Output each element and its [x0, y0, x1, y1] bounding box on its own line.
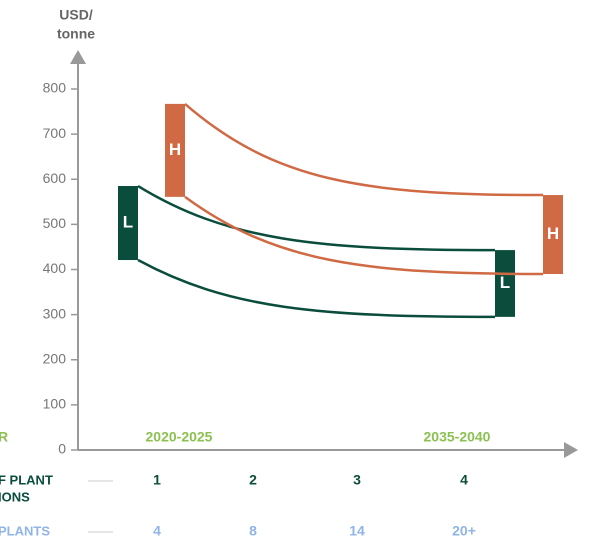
period-label: 2020-2025	[146, 429, 213, 445]
range-bar-label: L	[123, 213, 133, 232]
y-axis-label: tonne	[57, 26, 95, 42]
range-bar-label: H	[547, 224, 559, 243]
y-tick-label: 500	[43, 215, 67, 231]
y-tick-label: 800	[43, 80, 67, 96]
y-tick-label: 0	[58, 441, 66, 457]
row-value: 2	[249, 472, 257, 488]
row-value: 14	[349, 523, 365, 539]
y-tick-label: 600	[43, 170, 67, 186]
y-tick-label: 400	[43, 260, 67, 276]
range-bar-label: L	[500, 273, 510, 292]
range-bar	[543, 195, 563, 275]
band-curve	[184, 195, 544, 276]
y-axis-arrow	[70, 50, 86, 64]
x-axis-arrow	[564, 442, 578, 458]
range-bar-label: H	[169, 140, 181, 159]
row-label: R	[0, 429, 8, 445]
row-label: IONS	[0, 489, 30, 504]
y-axis-label: USD/	[59, 7, 93, 23]
row-label: PLANTS	[0, 523, 50, 538]
y-tick-label: 100	[43, 396, 67, 412]
row-value: 4	[460, 472, 468, 488]
y-tick-label: 700	[43, 125, 67, 141]
y-tick-label: 200	[43, 350, 67, 366]
range-bar	[118, 186, 138, 261]
range-bar	[495, 250, 515, 317]
band-curve	[137, 258, 496, 319]
band-curve	[184, 102, 544, 197]
range-bar	[165, 103, 185, 197]
row-value: 4	[153, 523, 161, 539]
y-tick-label: 300	[43, 305, 67, 321]
period-label: 2035-2040	[424, 429, 491, 445]
band-curve	[137, 184, 496, 252]
row-value: 8	[249, 523, 257, 539]
row-value: 20+	[452, 523, 476, 539]
row-label: F PLANT	[0, 472, 53, 487]
row-value: 3	[353, 472, 361, 488]
row-value: 1	[153, 472, 161, 488]
